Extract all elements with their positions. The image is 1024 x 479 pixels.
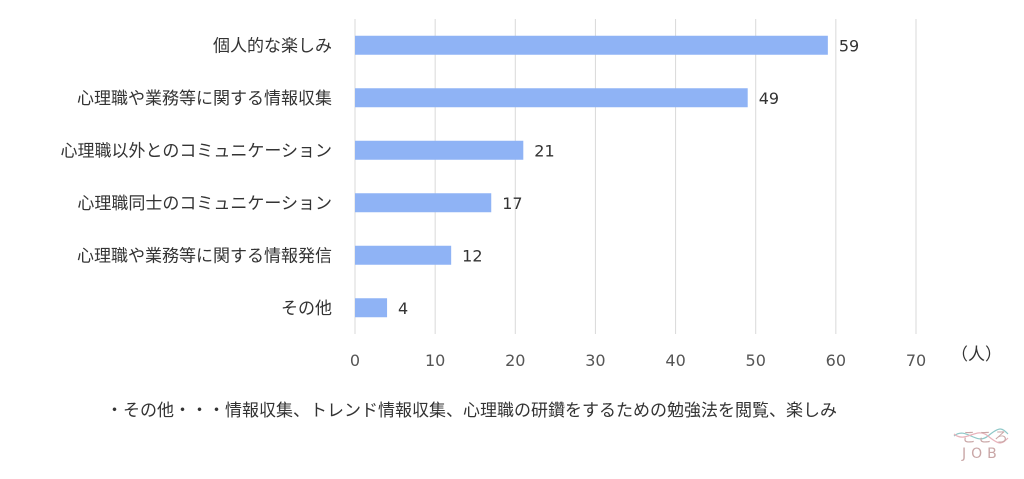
category-label: 心理職以外とのコミュニケーション bbox=[61, 141, 333, 161]
bar bbox=[355, 298, 388, 318]
category-label: 心理職や業務等に関する情報発信 bbox=[77, 246, 332, 266]
x-unit-label: （人） bbox=[951, 345, 1002, 365]
bar bbox=[355, 245, 452, 265]
bars bbox=[355, 35, 828, 318]
logo-wave-icon bbox=[953, 428, 1009, 444]
x-tick-label: 50 bbox=[746, 351, 766, 370]
data-labels: 59 49 21 17 12 4 bbox=[398, 36, 859, 318]
category-labels: 個人的な楽しみ心理職や業務等に関する情報収集心理職以外とのコミュニケーション心理… bbox=[61, 36, 333, 319]
bar bbox=[355, 35, 828, 55]
footnote: ・その他・・・情報収集、トレンド情報収集、心理職の研鑽をするための勉強法を閲覧、… bbox=[106, 401, 837, 421]
category-label: 心理職同士のコミュニケーション bbox=[77, 194, 332, 214]
data-label: 49 bbox=[759, 89, 779, 108]
grid-lines bbox=[354, 19, 917, 334]
data-label: 21 bbox=[534, 141, 554, 160]
bar-chart: 59 49 21 17 12 4 個人的な楽しみ心理職や業務等に関する情報収集心理職以外と… bbox=[61, 19, 1002, 370]
x-tick-label: 10 bbox=[425, 351, 445, 370]
x-tick-label: 60 bbox=[826, 351, 846, 370]
x-tick-label: 30 bbox=[585, 351, 605, 370]
category-label: 個人的な楽しみ bbox=[213, 36, 332, 56]
data-label: 17 bbox=[502, 194, 522, 213]
x-tick-labels: 0 10 20 30 40 50 60 70 bbox=[350, 351, 926, 370]
x-tick-label: 70 bbox=[906, 351, 926, 370]
category-label: 心理職や業務等に関する情報収集 bbox=[77, 89, 332, 109]
data-label: 59 bbox=[839, 36, 859, 55]
data-label: 12 bbox=[462, 246, 482, 265]
bar bbox=[355, 193, 492, 213]
logo-kana: こころ bbox=[962, 430, 1010, 446]
x-tick-label: 20 bbox=[505, 351, 525, 370]
category-label: その他 bbox=[281, 299, 332, 319]
bar bbox=[355, 140, 524, 160]
x-tick-label: 40 bbox=[665, 351, 685, 370]
data-label: 4 bbox=[398, 299, 408, 318]
logo-job: JOB bbox=[962, 446, 1002, 462]
bar bbox=[355, 88, 748, 108]
x-tick-label: 0 bbox=[350, 351, 360, 370]
